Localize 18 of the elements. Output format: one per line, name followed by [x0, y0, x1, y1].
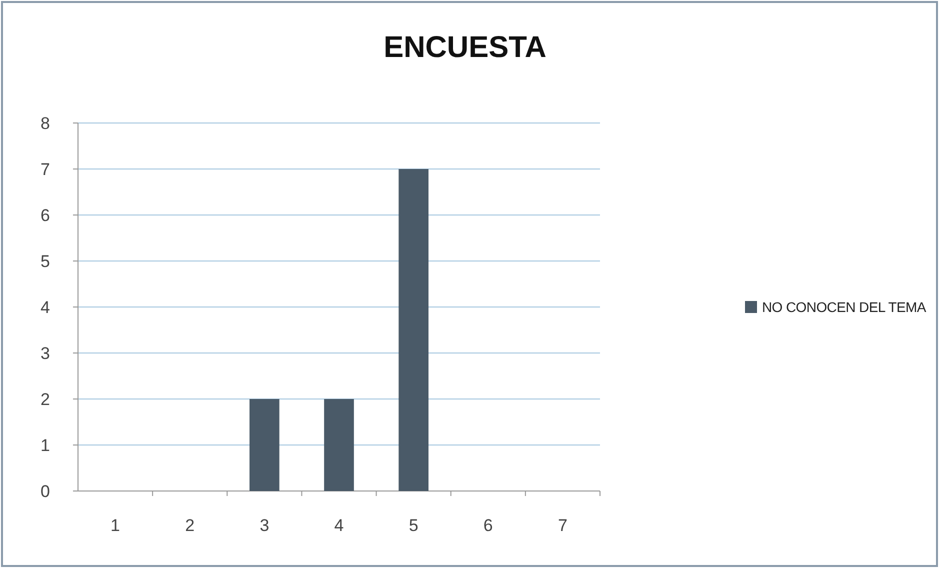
x-tick-label: 4	[334, 516, 344, 535]
y-tick-label: 7	[40, 160, 50, 179]
x-tick-label: 2	[185, 516, 195, 535]
y-tick-label: 6	[40, 206, 50, 225]
x-tick-label: 6	[483, 516, 493, 535]
y-tick-label: 8	[40, 114, 50, 133]
y-tick-label: 3	[40, 344, 50, 363]
legend-label: NO CONOCEN DEL TEMA	[762, 298, 927, 315]
x-tick-label: 3	[260, 516, 270, 535]
x-tick-label: 5	[408, 516, 418, 535]
y-tick-label: 4	[40, 298, 50, 317]
x-tick-label: 7	[558, 516, 568, 535]
y-tick-label: 0	[40, 482, 50, 501]
chart-title: ENCUESTA	[384, 31, 546, 64]
y-tick-label: 2	[40, 390, 50, 409]
y-tick-label: 1	[40, 436, 50, 455]
y-tick-label: 5	[40, 252, 50, 271]
x-tick-label: 1	[110, 516, 120, 535]
